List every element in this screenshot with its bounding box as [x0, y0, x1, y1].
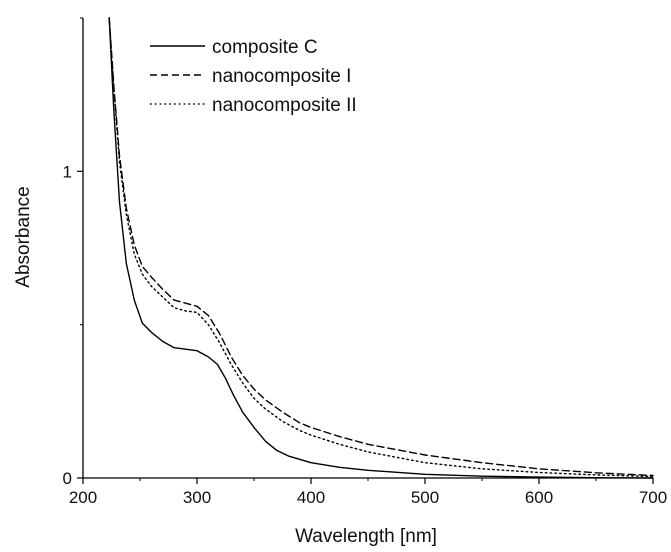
x-tick-label: 700: [639, 488, 667, 507]
series-line-3: [108, 17, 654, 478]
series-line-2: [108, 17, 654, 477]
x-tick-label: 500: [411, 488, 439, 507]
x-axis-title: Wavelength [nm]: [295, 526, 437, 547]
chart-axes: 200 300 400 500 600 700 0 1: [63, 17, 667, 507]
chart-series: [108, 17, 654, 479]
legend-label-3: nanocomposite II: [212, 95, 357, 116]
legend-label-2: nanocomposite I: [212, 66, 351, 87]
x-tick-label: 300: [183, 488, 211, 507]
y-tick-label: 1: [63, 162, 72, 181]
y-axis-title: Absorbance: [13, 186, 34, 287]
x-tick-label: 600: [525, 488, 553, 507]
x-tick-label: 200: [69, 488, 97, 507]
series-line-1: [108, 17, 654, 479]
y-tick-label: 0: [63, 469, 72, 488]
chart-legend: composite C nanocomposite I nanocomposite …: [150, 37, 357, 116]
legend-label-1: composite C: [212, 37, 318, 58]
x-tick-label: 400: [297, 488, 325, 507]
